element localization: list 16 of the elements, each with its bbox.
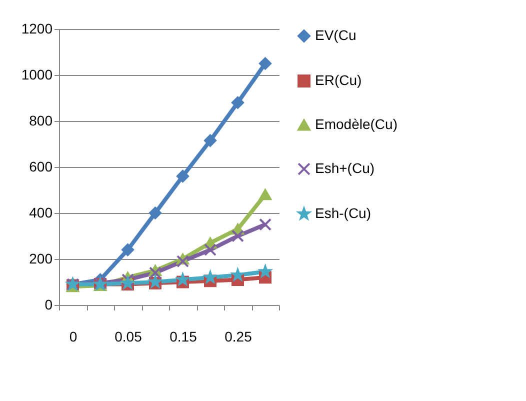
x-tick-label: 0.25 (224, 328, 252, 344)
x-tick-label: 0.15 (170, 328, 198, 344)
legend-label: ER(Cu) (315, 72, 362, 88)
y-tick-label: 400 (29, 204, 53, 220)
y-tick-label: 200 (29, 250, 53, 266)
legend-label: Esh-(Cu) (315, 205, 372, 221)
y-tick-label: 800 (29, 112, 53, 128)
legend-label: Emodèle(Cu) (315, 116, 398, 132)
y-tick-label: 600 (29, 158, 53, 174)
y-tick-label: 0 (44, 296, 53, 312)
legend-label: EV(Cu (315, 27, 356, 43)
y-tick-label: 1000 (21, 66, 53, 82)
x-tick-label: 0.05 (114, 328, 142, 344)
x-tick-label: 0 (69, 328, 78, 344)
legend-label: Esh+(Cu) (315, 160, 375, 176)
y-tick-label: 1200 (21, 20, 53, 36)
